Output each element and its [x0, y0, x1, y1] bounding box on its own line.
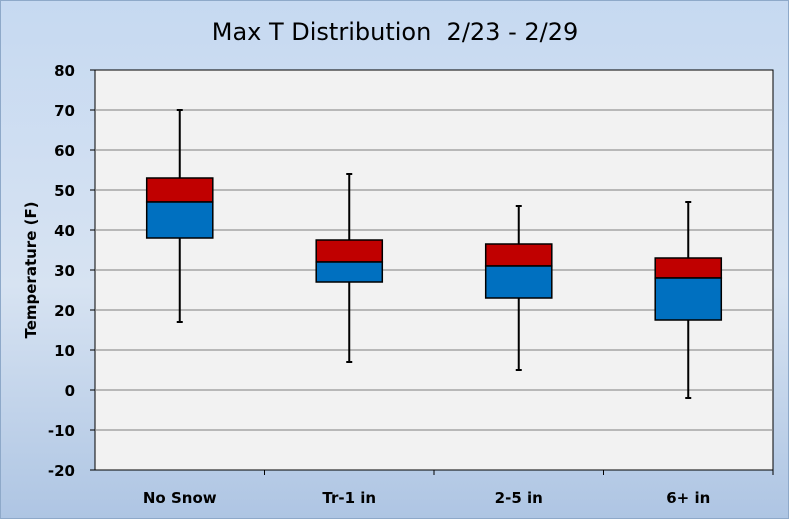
y-tick-label: 40	[54, 222, 75, 240]
y-tick-label: 0	[65, 382, 75, 400]
upper-box	[654, 257, 723, 279]
box-plot-6-in	[654, 201, 723, 399]
y-tick-label: 20	[54, 302, 75, 320]
x-tick-label: 6+ in	[666, 489, 710, 507]
box-plot-tr-1-in	[315, 173, 384, 363]
x-tick-label: Tr-1 in	[322, 489, 376, 507]
chart-title: Max T Distribution 2/23 - 2/29	[212, 18, 579, 46]
y-tick-label: 50	[54, 182, 75, 200]
upper-box	[484, 243, 553, 267]
x-tick-label: No Snow	[143, 489, 217, 507]
upper-box	[315, 239, 384, 263]
box-plot-no-snow	[145, 109, 214, 323]
y-tick-label: 10	[54, 342, 75, 360]
y-tick-label: 30	[54, 262, 75, 280]
lower-box	[484, 265, 553, 299]
x-axis-labels: No Snow Tr-1 in 2-5 in 6+ in	[143, 470, 774, 507]
lower-box	[315, 261, 384, 283]
box-plots	[145, 109, 723, 399]
y-tick-label: -20	[48, 462, 75, 480]
y-tick-label: 60	[54, 142, 75, 160]
lower-box	[145, 201, 214, 239]
y-axis-ticks: 80 70 60 50 40 30 20 10 0 -10 -20	[48, 62, 95, 480]
x-tick-label: 2-5 in	[495, 489, 543, 507]
box-plot-2-5-in	[484, 205, 553, 371]
y-tick-label: 80	[54, 62, 75, 80]
y-axis-label: Temperature (F)	[22, 201, 40, 338]
upper-box	[145, 177, 214, 203]
lower-box	[654, 277, 723, 321]
y-tick-label: -10	[48, 422, 75, 440]
y-tick-label: 70	[54, 102, 75, 120]
